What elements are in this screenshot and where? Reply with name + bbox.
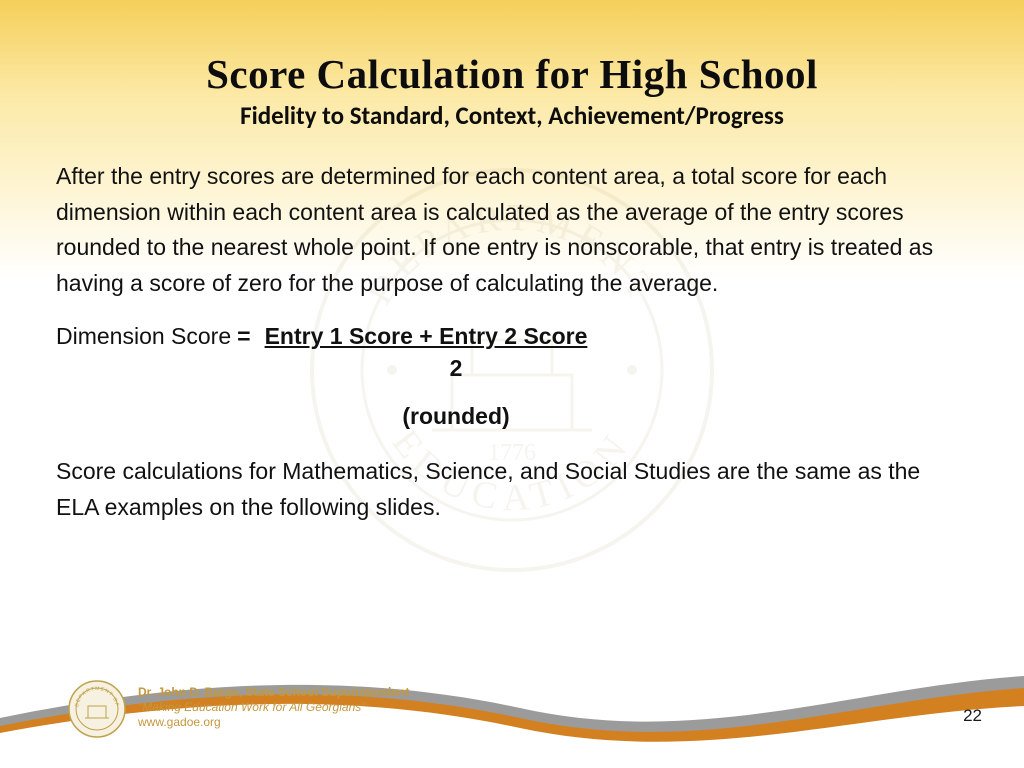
paragraph-intro: After the entry scores are determined fo…	[56, 159, 968, 302]
slide-title: Score Calculation for High School	[56, 50, 968, 98]
formula-rounded: (rounded)	[306, 400, 606, 432]
footer-superintendent: Dr. John D. Barge, State School Superint…	[138, 685, 409, 700]
page-number: 22	[963, 706, 982, 726]
footer-text: Dr. John D. Barge, State School Superint…	[138, 685, 409, 730]
footer-url: www.gadoe.org	[138, 715, 409, 730]
formula-numerator: Entry 1 Score + Entry 2 Score	[265, 320, 588, 352]
paragraph-note: Score calculations for Mathematics, Scie…	[56, 454, 968, 525]
slide-content: Score Calculation for High School Fideli…	[0, 0, 1024, 525]
footer-tagline: "Making Education Work for All Georgians…	[138, 700, 409, 715]
formula-label: Dimension Score	[56, 320, 231, 352]
formula-equals: =	[237, 320, 250, 352]
formula-denominator: 2	[306, 352, 606, 384]
slide-subtitle: Fidelity to Standard, Context, Achieveme…	[56, 100, 968, 131]
formula-block: Dimension Score = Entry 1 Score + Entry …	[56, 320, 968, 433]
footer-seal-icon: DEPARTMENT OF	[68, 680, 126, 738]
formula-line1: Dimension Score = Entry 1 Score + Entry …	[56, 320, 968, 352]
